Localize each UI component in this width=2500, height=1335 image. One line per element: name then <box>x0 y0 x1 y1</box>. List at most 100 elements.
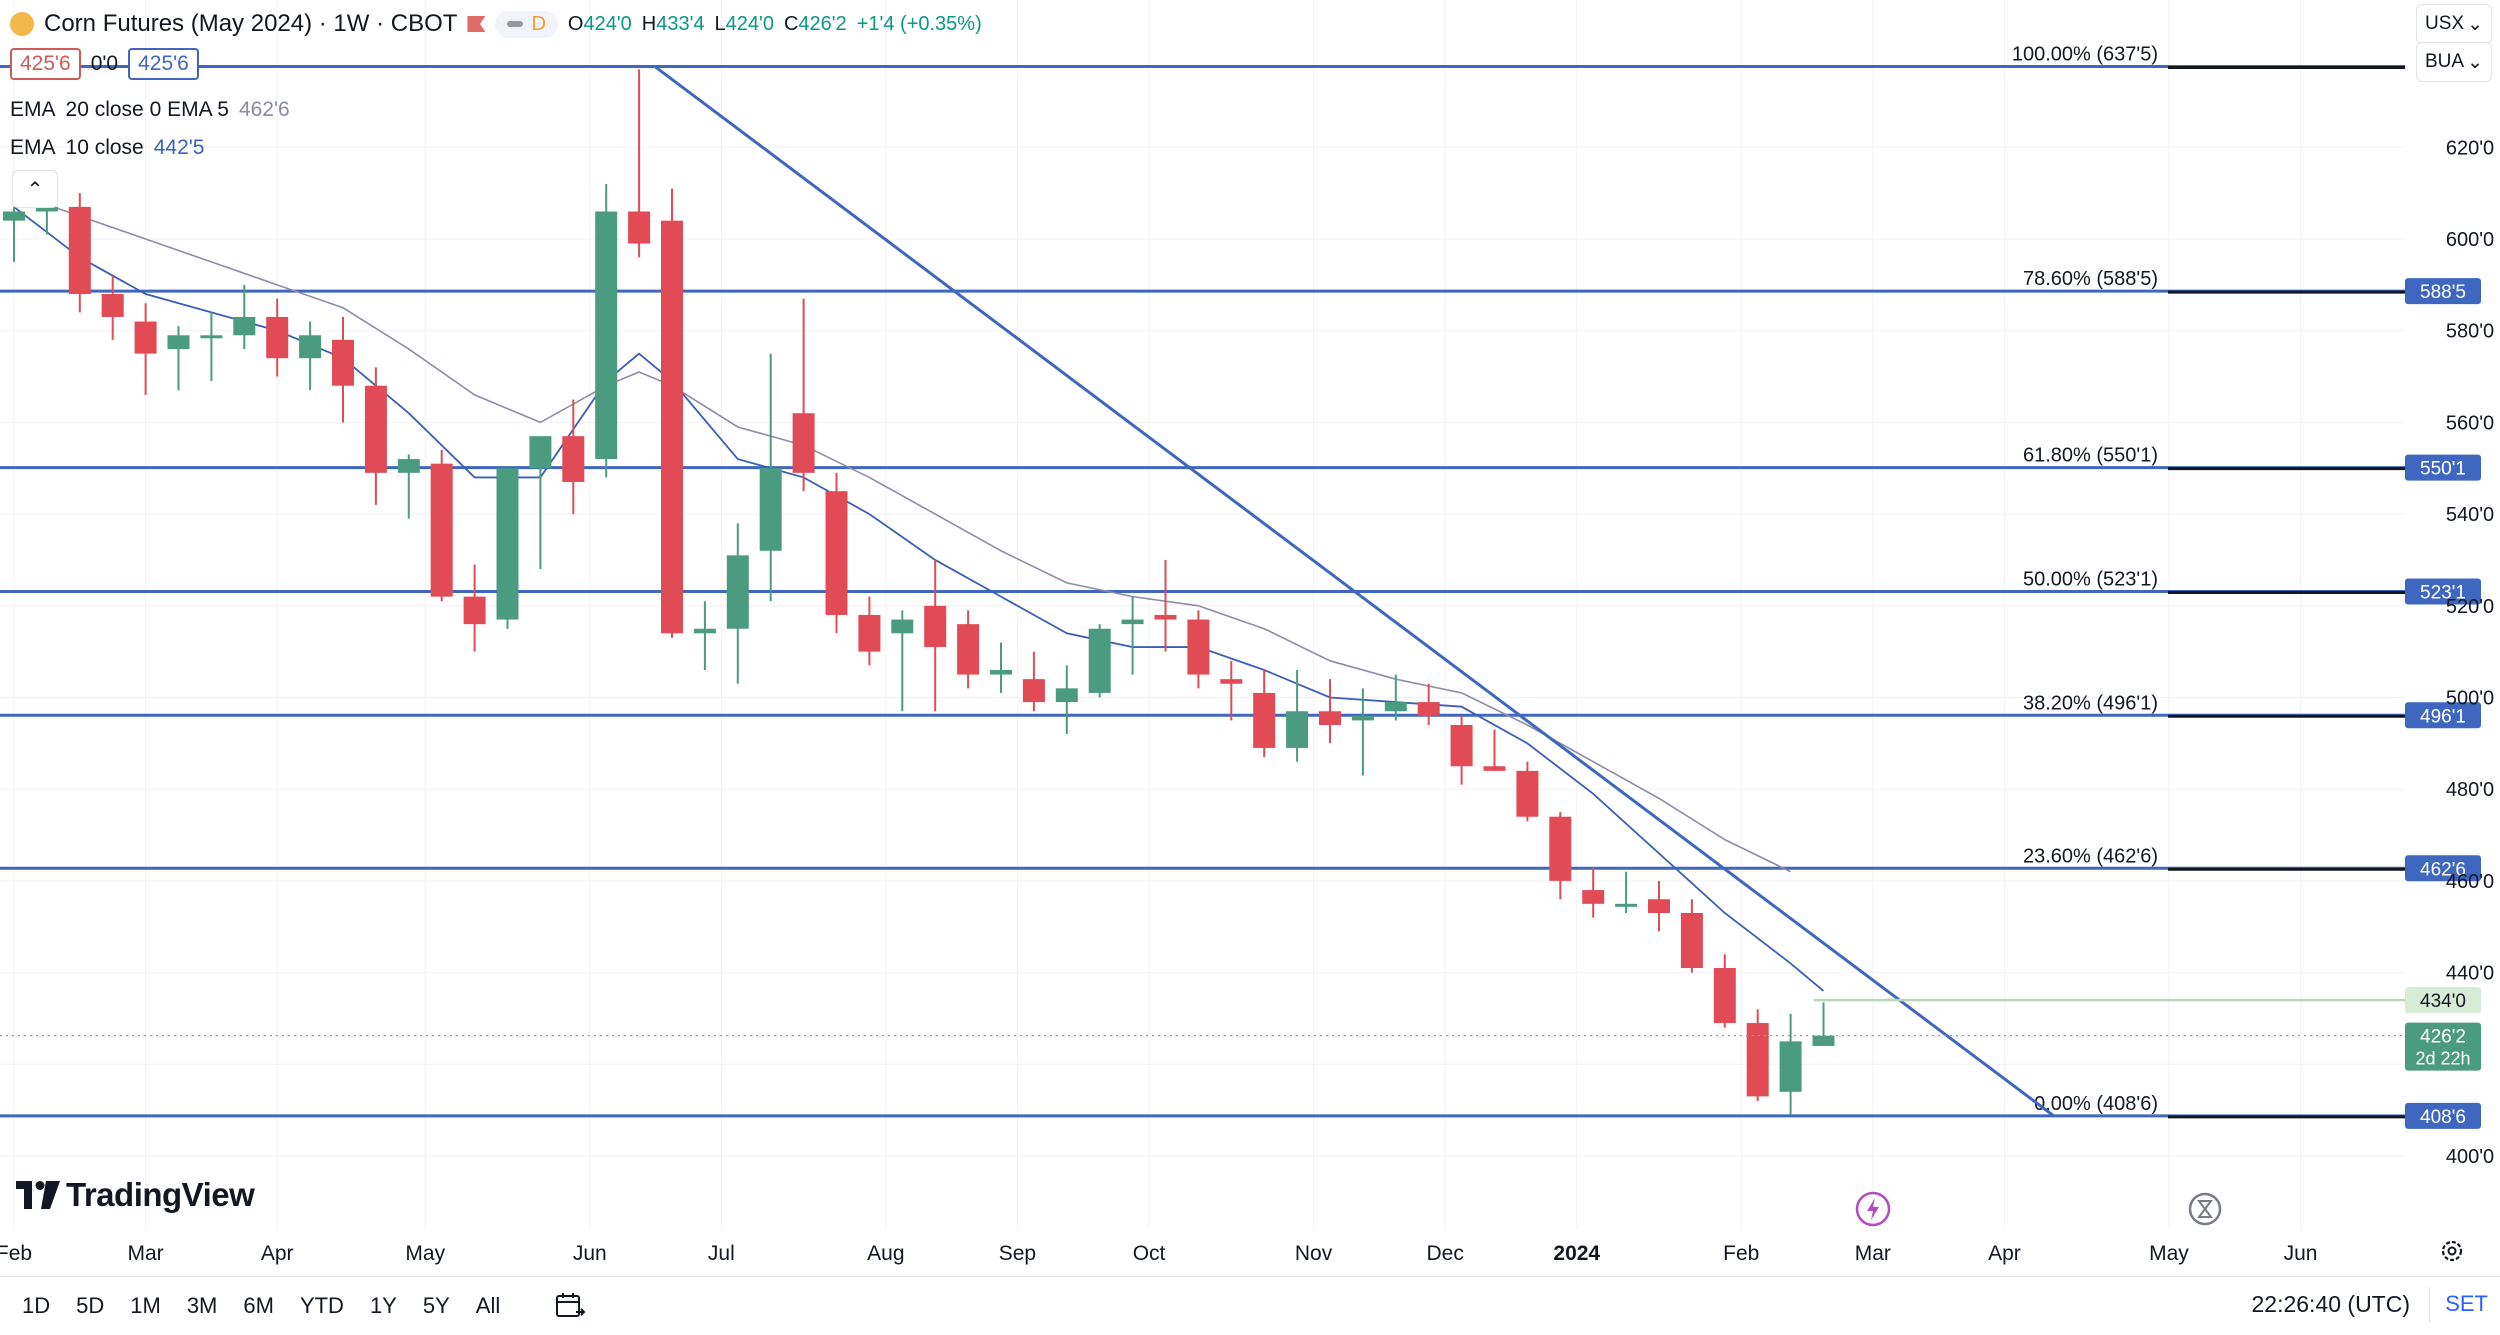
toolbar-divider <box>2429 1287 2430 1323</box>
indicator-ema-10[interactable]: EMA 10 close 442'5 <box>10 136 204 160</box>
candle <box>759 353 782 602</box>
y-tick-label: 520'0 <box>2446 596 2494 618</box>
candle <box>167 326 190 391</box>
timeframe-all[interactable]: All <box>475 1293 501 1318</box>
candle-body <box>1582 890 1605 904</box>
candle <box>825 472 848 634</box>
candle-body <box>463 596 486 625</box>
bid-ask-row: 425'6 0'0 425'6 <box>10 48 199 80</box>
y-tick-label: 540'0 <box>2446 504 2494 526</box>
y-tick-label: 600'0 <box>2446 229 2494 251</box>
candle <box>101 275 124 340</box>
candle <box>1154 559 1177 652</box>
x-tick-label: Jun <box>2284 1242 2318 1265</box>
candle-body <box>233 316 256 336</box>
x-tick-label: 2024 <box>1553 1242 1600 1265</box>
candle-body <box>1154 614 1177 620</box>
candle-body <box>1713 968 1736 1024</box>
candle <box>924 559 947 712</box>
timeframe-3m[interactable]: 3M <box>186 1293 218 1318</box>
candle <box>3 206 25 262</box>
candle-body <box>1055 688 1078 703</box>
gear-icon[interactable] <box>2438 1237 2466 1265</box>
candle <box>562 399 585 515</box>
timeframe-5y[interactable]: 5Y <box>422 1293 450 1318</box>
symbol-logo-icon <box>10 12 34 36</box>
x-tick-label: May <box>405 1242 445 1265</box>
candle-body <box>1351 715 1374 721</box>
price-chart[interactable]: 100.00% (637'5) 78.60% (588'5) 588'5 61.80%… <box>0 0 2500 1276</box>
candle <box>1483 729 1506 771</box>
x-tick-label: Jun <box>573 1242 607 1265</box>
candle-body <box>167 335 190 350</box>
fib-axis-badge-label: 588'5 <box>2420 282 2466 303</box>
close-label: C <box>783 12 799 35</box>
indicator-ema-20[interactable]: EMA 20 close 0 EMA 5 462'6 <box>10 98 290 122</box>
x-tick-label: May <box>2149 1242 2189 1265</box>
utc-clock[interactable]: 22:26:40 (UTC) <box>2251 1291 2410 1317</box>
ask-box[interactable]: 425'6 <box>128 48 199 80</box>
lightning-icon[interactable] <box>1854 1190 1892 1228</box>
x-tick-label: Jul <box>708 1242 735 1265</box>
fib-level-label: 100.00% (637'5) <box>2012 43 2158 65</box>
candle-body <box>430 463 453 597</box>
x-tick-label: Dec <box>1426 1242 1463 1265</box>
collapse-legend-button[interactable]: ⌃ <box>12 170 58 208</box>
candle <box>990 642 1012 693</box>
candle-body <box>364 385 387 473</box>
calendar-icon[interactable] <box>554 1290 586 1322</box>
set-button[interactable]: SET <box>2445 1291 2488 1316</box>
candle <box>529 436 552 570</box>
chart-title[interactable]: Corn Futures (May 2024) · 1W · CBOT <box>44 10 458 37</box>
timeframe-5d[interactable]: 5D <box>76 1293 105 1318</box>
timeframe-6m[interactable]: 6M <box>243 1293 274 1318</box>
candle <box>1615 871 1638 913</box>
currency-select[interactable]: USX ⌄ <box>2416 4 2492 44</box>
candle-body <box>496 468 519 620</box>
last-price-badge <box>2405 1022 2481 1071</box>
candle-body <box>1812 1035 1835 1046</box>
unit-value: BUA <box>2425 51 2465 72</box>
bottom-toolbar: 1D 5D 1M 3M 6M YTD 1Y 5Y All 22:26:40 (UTC) SET <box>0 1276 2500 1335</box>
fib-level-label: 78.60% (588'5) <box>2023 268 2158 290</box>
bid-box[interactable]: 425'6 <box>10 48 81 80</box>
candle <box>430 449 453 602</box>
indicator-label: EMA <box>10 136 56 159</box>
chart-header: Corn Futures (May 2024) · 1W · CBOT D O4… <box>10 4 982 44</box>
close-value: 426'2 <box>798 12 847 35</box>
chevron-up-icon: ⌃ <box>26 178 44 201</box>
x-tick-label: Sep <box>999 1242 1036 1265</box>
candle <box>1319 679 1341 744</box>
fib-axis-badge-label: 462'6 <box>2420 859 2466 880</box>
indicator-params: 10 close <box>65 136 144 159</box>
y-tick-label: 480'0 <box>2446 779 2494 801</box>
timeframe-1m[interactable]: 1M <box>130 1293 161 1318</box>
candle <box>1088 624 1111 698</box>
x-tick-label: Feb <box>1723 1242 1759 1265</box>
flag-icon[interactable] <box>467 16 486 32</box>
data-status-pill[interactable]: D <box>495 10 558 38</box>
tradingview-mark-icon <box>16 1181 60 1209</box>
chevron-down-icon: ⌄ <box>2467 13 2483 35</box>
fib-axis-badge <box>2405 278 2481 305</box>
candle <box>299 321 322 391</box>
candle <box>134 303 157 395</box>
candle <box>1253 669 1276 758</box>
candle <box>1812 1002 1835 1046</box>
x-tick-label: Apr <box>1988 1242 2021 1265</box>
brand-name: TradingView <box>66 1176 255 1213</box>
candle-body <box>101 294 124 317</box>
low-value: 424'0 <box>725 12 774 35</box>
candle-body <box>1187 619 1210 675</box>
timeframe-list: 1D 5D 1M 3M 6M YTD 1Y 5Y All <box>22 1293 500 1319</box>
unit-select[interactable]: BUA ⌄ <box>2416 42 2492 82</box>
timeframe-1d[interactable]: 1D <box>22 1293 51 1318</box>
timeframe-1y[interactable]: 1Y <box>369 1293 397 1318</box>
candle-body <box>1779 1041 1802 1092</box>
candle <box>364 367 387 505</box>
candle <box>1187 610 1210 689</box>
hourglass-icon[interactable] <box>2188 1192 2222 1226</box>
fib-axis-badge <box>2405 454 2481 481</box>
timeframe-ytd[interactable]: YTD <box>299 1293 344 1318</box>
candle-body <box>693 628 716 634</box>
